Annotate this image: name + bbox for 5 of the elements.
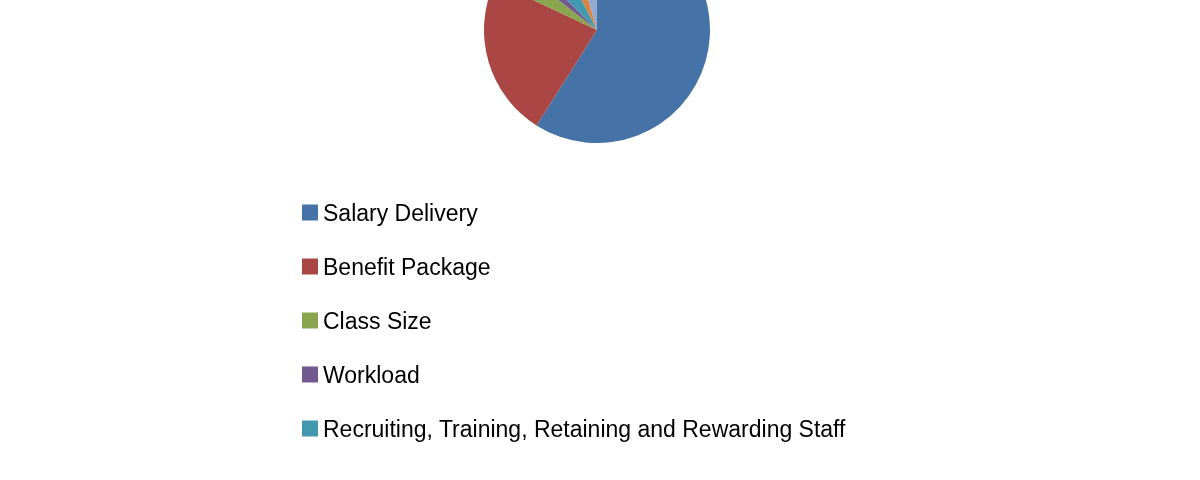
legend-label: Benefit Package [323, 253, 491, 280]
legend-label: Class Size [323, 307, 432, 334]
legend-label: Salary Delivery [323, 199, 479, 226]
legend-label: Recruiting, Training, Retaining and Rewarding Staff [323, 415, 847, 442]
legend-label: Workload [323, 361, 420, 388]
